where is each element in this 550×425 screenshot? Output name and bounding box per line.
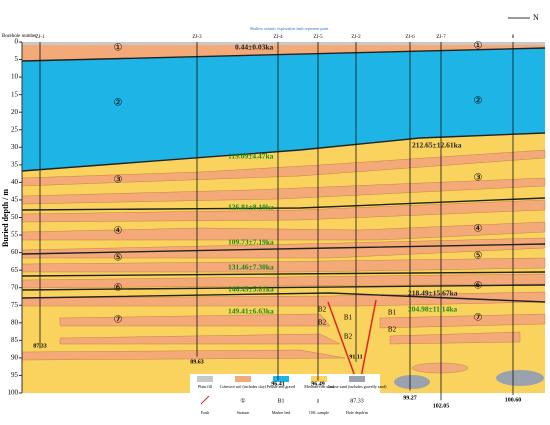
legend-fault bbox=[200, 395, 210, 405]
tick-label: 90 bbox=[11, 354, 19, 362]
borehole-name: ZJ-3 bbox=[192, 35, 202, 40]
tick-label: 75 bbox=[11, 301, 19, 309]
stratum-number: ⑥ bbox=[114, 282, 123, 293]
tick-label: 15 bbox=[11, 90, 19, 98]
tick-label: 80 bbox=[11, 318, 19, 326]
tick-label: 65 bbox=[11, 266, 19, 274]
legend-label: Fault bbox=[201, 410, 210, 415]
tick-label: 45 bbox=[11, 196, 19, 204]
stratum-number: ① bbox=[114, 42, 123, 53]
borehole-name: ZJ-7 bbox=[436, 35, 446, 40]
osl-age: 0.44±0.03ka bbox=[235, 43, 274, 52]
osl-age: 149.41±6.63ka bbox=[228, 307, 274, 316]
north-label: N bbox=[533, 13, 539, 22]
tick-label: 40 bbox=[11, 178, 19, 186]
hole-depth: 96.49 bbox=[311, 381, 325, 387]
legend-label: Stratum bbox=[237, 410, 251, 415]
legend-label: Plain fill bbox=[198, 384, 213, 389]
borehole-name: 8 bbox=[512, 35, 515, 40]
borehole-name: ZJ-6 bbox=[405, 35, 415, 40]
osl-age: 126.81±8.10ka bbox=[228, 203, 274, 212]
osl-age: 119.09±4.47ka bbox=[228, 152, 274, 161]
legend-symbol: B1 bbox=[277, 398, 284, 404]
marker-bed: B2 bbox=[344, 333, 353, 341]
hole-depth: 102.05 bbox=[433, 403, 450, 409]
borehole-name: ZJ-2 bbox=[351, 35, 361, 40]
legend-symbol: ① bbox=[240, 397, 245, 404]
legend-swatch bbox=[349, 376, 365, 382]
stratum-number: ⑤ bbox=[474, 250, 483, 261]
tick-label: 60 bbox=[11, 248, 19, 256]
stratum-number: ⑦ bbox=[114, 314, 123, 325]
tick-label: 50 bbox=[11, 213, 19, 221]
stratum-number: ③ bbox=[474, 172, 483, 183]
tick-label: 85 bbox=[11, 336, 19, 344]
borehole-name: ZJ-4 bbox=[273, 35, 283, 40]
tick-label: 95 bbox=[11, 371, 19, 379]
hole-depth: 99.27 bbox=[403, 395, 417, 401]
osl-age: 109.73±7.19ka bbox=[228, 238, 274, 247]
hole-depth: 91.11 bbox=[349, 354, 362, 360]
hole-depth: 100.60 bbox=[505, 397, 522, 403]
stratum-number: ② bbox=[114, 97, 123, 108]
legend-label: Pebble and gravel bbox=[267, 384, 297, 389]
layer-1 bbox=[22, 45, 545, 61]
hole-depth: 96.41 bbox=[271, 381, 285, 387]
stratum-number: ③ bbox=[114, 174, 123, 185]
stratum-number: ⑦ bbox=[474, 312, 483, 323]
axis-label: Buried depth / m bbox=[1, 189, 10, 247]
marker-bed: B2 bbox=[318, 319, 327, 327]
legend-swatch bbox=[311, 376, 327, 382]
legend-label: Cohesive soil (includes clay) bbox=[220, 384, 267, 389]
legend-label: Coarse sand (includes gravelly sand) bbox=[328, 384, 388, 389]
legend-swatch bbox=[235, 376, 251, 382]
legend-swatch bbox=[197, 376, 213, 382]
tick-label: 30 bbox=[11, 143, 19, 151]
hole-depth: 89.63 bbox=[190, 359, 204, 365]
hole-depth: 87.33 bbox=[33, 343, 47, 349]
seismic-note: Shallow seismic exploration fault repres… bbox=[250, 26, 329, 31]
stratum-boundaries bbox=[21, 47, 546, 303]
legend: Plain fill Cohesive soil (includes clay) P… bbox=[190, 374, 387, 418]
stratum-number: ④ bbox=[114, 225, 123, 236]
borehole-name: ZJ-5 bbox=[313, 35, 323, 40]
tick-label: 0 bbox=[15, 38, 19, 46]
marker-bed: B2 bbox=[388, 326, 397, 334]
osl-age: 131.46±7.30ka bbox=[228, 263, 274, 272]
legend-label: Hole depth/m bbox=[346, 410, 369, 415]
stratum-number: ⑥ bbox=[474, 280, 483, 291]
osl-age: 218.49±15.67ka bbox=[408, 289, 458, 298]
borehole-name: ZJ-1 bbox=[35, 35, 45, 40]
legend-swatch bbox=[273, 376, 289, 382]
legend-label: OSL sample bbox=[309, 410, 329, 415]
osl-age: 204.98±11.14ka bbox=[408, 305, 457, 314]
tick-label: 5 bbox=[15, 55, 19, 63]
tick-label: 25 bbox=[11, 125, 19, 133]
tick-label: 100 bbox=[8, 389, 19, 397]
osl-age: 146.49±5.81ka bbox=[228, 285, 274, 294]
tick-label: 10 bbox=[11, 73, 19, 81]
legend-label: Marker bed bbox=[272, 410, 291, 415]
tick-label: 70 bbox=[11, 283, 19, 291]
tick-label: 35 bbox=[11, 160, 19, 168]
marker-bed: B1 bbox=[388, 309, 397, 317]
plain-fill-layer bbox=[22, 42, 545, 45]
legend-symbol: 87.33 bbox=[350, 398, 364, 404]
marker-bed: B2 bbox=[318, 306, 327, 314]
stratum-number: ① bbox=[474, 40, 483, 51]
gravel-lenses bbox=[394, 370, 544, 389]
tick-label: 55 bbox=[11, 231, 19, 239]
osl-age: 212.65±12.61ka bbox=[412, 141, 462, 150]
legend-label: Medium-fine sand bbox=[304, 384, 333, 389]
layer-2-gravel bbox=[22, 48, 545, 171]
tick-label: 20 bbox=[11, 108, 19, 116]
stratum-number: ④ bbox=[474, 223, 483, 234]
borehole-heading: Borehole number bbox=[2, 34, 37, 39]
stratum-number: ② bbox=[474, 95, 483, 106]
marker-bed: B1 bbox=[344, 314, 353, 322]
stratum-number: ⑤ bbox=[114, 252, 123, 263]
